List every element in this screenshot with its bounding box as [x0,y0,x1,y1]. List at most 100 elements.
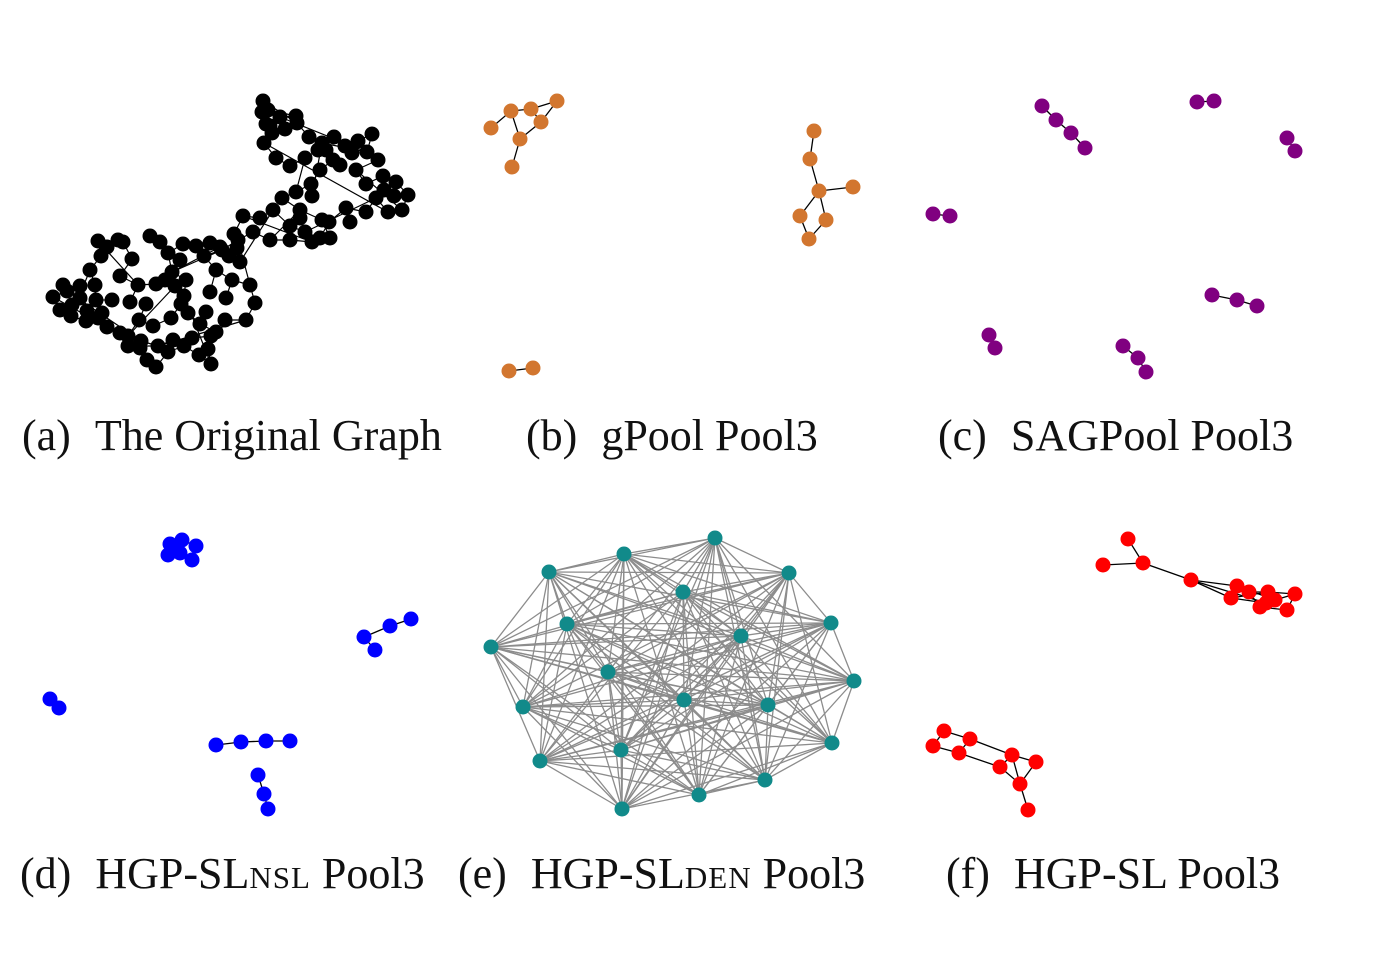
d-node [403,611,419,627]
e-edge [522,706,622,751]
e-node [616,546,632,562]
a-node [131,312,147,328]
e-edge [740,635,766,781]
a-node [192,316,208,332]
a-node [175,236,191,252]
e-edge [522,537,716,708]
e-node [707,530,723,546]
a-node [332,157,348,173]
d-node [184,552,200,568]
e-edge [682,537,716,593]
e-node [676,692,692,708]
e-edge [566,623,700,796]
panel-e-hgp-sl-den-graph [483,530,862,817]
a-node [375,168,391,184]
a-node [350,133,366,149]
a-node [394,202,410,218]
f-node [992,759,1008,775]
f-node [1012,776,1028,792]
caption-e: (e) HGP-SLDEN Pool3 [458,852,865,896]
e-edge [522,706,623,810]
e-edge [620,591,684,751]
a-node [94,305,110,321]
a-node [277,121,293,137]
b-node [525,360,541,376]
f-node [962,731,978,747]
e-edge [548,537,716,573]
a-node [282,158,298,174]
a-node [252,210,268,226]
e-edge [714,537,790,574]
a-node [152,234,168,250]
f-node [1135,555,1151,571]
caption-b: (b) gPool Pool3 [526,414,818,458]
e-edge [620,749,623,810]
f-node [1267,592,1283,608]
a-node [232,254,248,270]
b-node [504,159,520,175]
e-edge [566,537,716,625]
d-node [282,733,298,749]
e-edge [683,699,833,744]
c-node [1204,287,1220,303]
e-edge [490,591,684,648]
e-edge [566,623,622,751]
a-node [163,310,179,326]
a-node [64,297,80,313]
e-node [613,742,629,758]
caption-e-suffix: Pool3 [751,849,866,898]
e-edge [522,571,550,708]
e-node [515,699,531,715]
a-node [160,245,176,261]
a-node [312,162,328,178]
e-edge [539,742,833,762]
caption-d: (d) HGP-SLNSL Pool3 [20,852,425,896]
e-edge [620,749,766,781]
c-node [1048,112,1064,128]
e-edge [607,671,833,744]
a-edge [263,142,389,213]
e-edge [539,760,623,810]
c-node [1077,140,1093,156]
e-edge [490,646,541,762]
a-node [78,313,94,329]
e-edge [539,635,742,762]
a-node [348,162,364,178]
caption-b-text: gPool Pool3 [601,411,818,460]
a-node [224,272,240,288]
b-node [845,179,861,195]
c-node [1034,98,1050,114]
e-edge [607,635,742,673]
e-edge [788,572,832,624]
c-node [1130,350,1146,366]
c-node [1138,364,1154,380]
caption-d-letter: (d) [20,849,72,898]
c-node [942,208,958,224]
e-edge [683,699,766,781]
caption-f-text: HGP-SL Pool3 [1013,849,1281,898]
e-edge [764,680,855,781]
a-node [110,232,126,248]
e-edge [764,742,833,781]
e-node [532,753,548,769]
a-node [184,330,200,346]
a-node [262,118,278,134]
e-edge [740,622,832,637]
a-node [242,277,258,293]
b-node [533,114,549,130]
b-node [483,120,499,136]
a-node [282,232,298,248]
a-node [364,126,380,142]
a-node [124,251,140,267]
caption-d-suffix: Pool3 [310,849,425,898]
a-edge [304,197,377,233]
a-node [99,239,115,255]
a-node [304,188,320,204]
c-node [987,340,1003,356]
a-node [247,295,263,311]
e-edge [683,699,769,706]
e-node [757,772,773,788]
a-node [55,277,71,293]
a-node [138,296,154,312]
